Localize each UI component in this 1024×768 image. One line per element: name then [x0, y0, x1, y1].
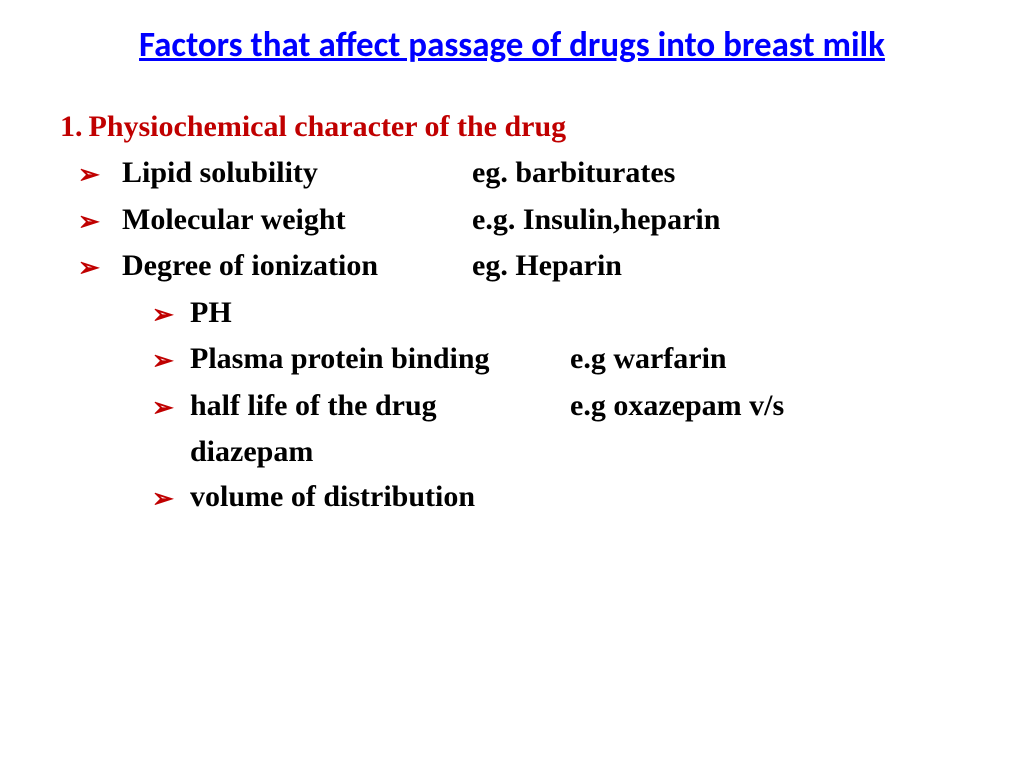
chevron-icon: ➢	[152, 383, 190, 427]
bullet-term: volume of distribution	[190, 474, 570, 521]
bullet-term: Lipid solubility	[122, 150, 472, 197]
bullet-item: ➢ Plasma protein binding e.g warfarin	[152, 336, 964, 383]
section-text: Physiochemical character of the drug	[89, 104, 567, 151]
chevron-icon: ➢	[152, 290, 190, 334]
bullet-term: Plasma protein binding	[190, 336, 570, 383]
bullet-item: ➢ Molecular weight e.g. Insulin,heparin	[78, 197, 964, 244]
slide: Factors that affect passage of drugs int…	[0, 0, 1024, 768]
section-heading: 1. Physiochemical character of the drug	[60, 104, 964, 151]
bullet-term: Degree of ionization	[122, 243, 472, 290]
chevron-icon: ➢	[152, 474, 190, 518]
bullet-term: Molecular weight	[122, 197, 472, 244]
section-number: 1.	[60, 104, 83, 151]
bullet-item: ➢ volume of distribution	[152, 474, 964, 521]
bullet-example: e.g warfarin	[570, 336, 964, 383]
slide-title: Factors that affect passage of drugs int…	[60, 24, 964, 68]
bullet-example: e.g oxazepam v/s	[570, 383, 964, 430]
chevron-icon: ➢	[152, 336, 190, 380]
bullet-term: half life of the drug	[190, 383, 570, 430]
bullet-item: ➢ Degree of ionization eg. Heparin	[78, 243, 964, 290]
bullet-example: eg. barbiturates	[472, 150, 964, 197]
bullet-continuation: diazepam	[190, 429, 964, 474]
bullet-example: eg. Heparin	[472, 243, 964, 290]
bullet-term: PH	[190, 290, 570, 337]
bullet-item: ➢ PH	[152, 290, 964, 337]
chevron-icon: ➢	[78, 150, 122, 194]
chevron-icon: ➢	[78, 243, 122, 287]
bullet-item: ➢ half life of the drug e.g oxazepam v/s	[152, 383, 964, 430]
bullet-item: ➢ Lipid solubility eg. barbiturates	[78, 150, 964, 197]
bullet-example: e.g. Insulin,heparin	[472, 197, 964, 244]
chevron-icon: ➢	[78, 197, 122, 241]
